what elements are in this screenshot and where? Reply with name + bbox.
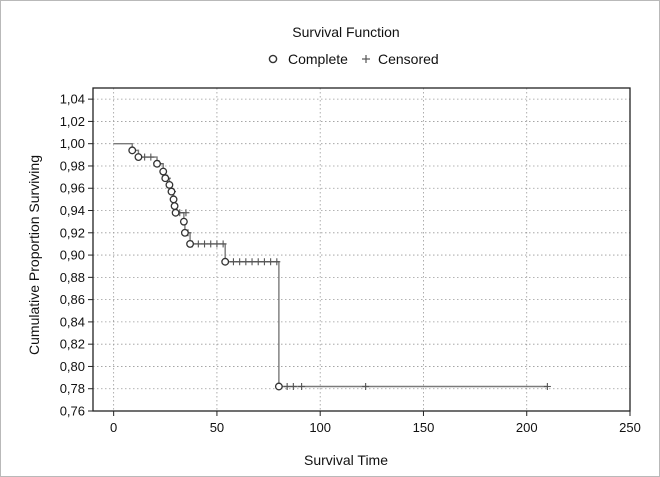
y-axis-label: Cumulative Proportion Surviving [26,155,42,355]
x-axis-label: Survival Time [304,452,388,468]
y-tick-label: 0,84 [60,314,85,329]
y-tick-label: 0,96 [60,181,85,196]
y-tick-label: 0,80 [60,359,85,374]
censored-marker [543,382,551,390]
legend: Complete Censored [268,51,439,67]
x-axis-ticks: 0 50 100 150 200 250 [110,411,641,435]
censored-marker [229,258,237,266]
x-tick-label: 100 [309,420,331,435]
complete-marker [179,217,188,226]
plot-border [92,87,631,412]
censored-marker [283,382,291,390]
censored-marker [289,382,297,390]
censored-marker [242,258,250,266]
complete-marker [186,239,195,248]
censored-marker [267,258,275,266]
censored-marker [147,153,155,161]
x-tick-label: 250 [619,420,641,435]
complete-marker [161,174,170,183]
survival-step-line [113,142,548,388]
censored-marker [194,240,202,248]
y-tick-label: 1,02 [60,114,85,129]
censored-marker [273,258,281,266]
complete-marker [153,159,161,168]
censored-marker [219,240,227,248]
chart-title: Survival Function [292,24,399,40]
y-tick-label: 0,94 [60,203,85,218]
censored-marker [182,209,190,217]
y-axis-ticks: 0,76 0,78 0,80 0,82 0,84 0,86 0,88 0,90 0,92 0,94… [60,92,93,419]
complete-marker [167,187,176,196]
censored-marker [362,382,370,390]
complete-marker [134,153,143,162]
complete-marker [128,146,137,155]
censored-marker [236,258,244,266]
legend-complete-marker [268,54,278,64]
complete-marker [221,257,230,266]
y-tick-label: 0,90 [60,248,85,263]
x-tick-label: 0 [110,420,117,435]
complete-marker [274,382,283,391]
y-tick-label: 0,92 [60,225,85,240]
x-tick-label: 50 [210,420,224,435]
x-tick-label: 200 [516,420,538,435]
complete-marker [180,228,189,237]
y-tick-label: 0,82 [60,337,85,352]
complete-marker [170,202,179,211]
censored-marker [213,240,221,248]
complete-marker [159,167,168,176]
censored-marker [260,258,268,266]
y-tick-label: 0,88 [60,270,85,285]
y-tick-label: 0,76 [60,404,85,419]
censored-marker [254,258,262,266]
censored-marker [298,382,306,390]
y-tick-label: 0,78 [60,381,85,396]
plot-area [113,142,551,391]
legend-censored-label: Censored [378,51,439,67]
censored-marker [207,240,215,248]
complete-marker [165,180,174,189]
x-tick-label: 150 [413,420,435,435]
complete-marker [169,195,178,204]
censored-marker [201,240,209,248]
y-tick-label: 1,04 [60,92,85,107]
legend-censored-marker [362,55,370,63]
y-tick-label: 0,98 [60,158,85,173]
grid [93,88,631,412]
complete-marker [171,208,180,217]
legend-complete-label: Complete [288,51,348,67]
y-tick-label: 0,86 [60,292,85,307]
y-tick-label: 1,00 [60,136,85,151]
censored-marker [248,258,256,266]
